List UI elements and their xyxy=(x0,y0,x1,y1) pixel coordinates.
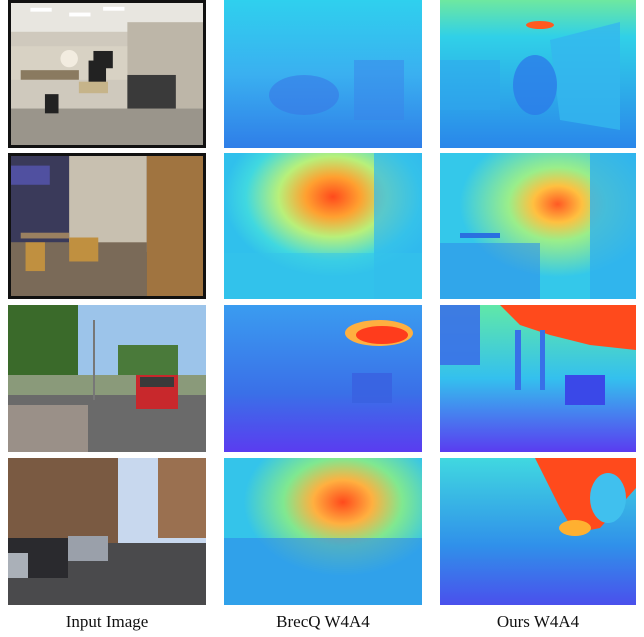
input-image-street-red-car xyxy=(8,305,206,452)
column-label-input-image: Input Image xyxy=(65,612,149,631)
column-label-ours-w4a4: Ours W4A4 xyxy=(496,612,580,631)
brecq-depth-cafe xyxy=(224,153,422,299)
input-image-city-street xyxy=(8,458,206,605)
input-image-cafe xyxy=(8,153,206,299)
brecq-depth-street-red-car xyxy=(224,305,422,452)
brecq-depth-office xyxy=(224,0,422,148)
input-image-office xyxy=(8,0,206,148)
ours-depth-cafe xyxy=(440,153,636,299)
column-label-brecq-w4a4: BrecQ W4A4 xyxy=(276,612,370,631)
ours-depth-office xyxy=(440,0,636,148)
ours-depth-street-red-car xyxy=(440,305,636,452)
ours-depth-city-street xyxy=(440,458,636,605)
brecq-depth-city-street xyxy=(224,458,422,605)
